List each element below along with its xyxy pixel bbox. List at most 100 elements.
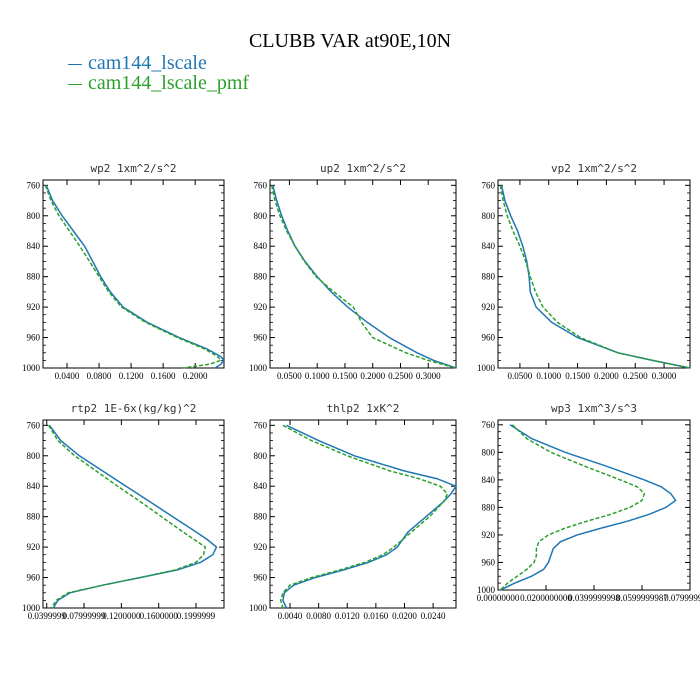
y-tick-label: 880 [27,512,41,522]
subplot-title: vp2 1xm^2/s^2 [551,162,637,175]
legend-label-2: cam144_lscale_pmf [88,72,250,94]
x-tick-label: 0.1500 [333,371,358,381]
x-tick-label: 0.0500 [277,371,302,381]
x-tick-label: 0.1600 [151,371,176,381]
y-tick-label: 840 [482,241,496,251]
y-tick-label: 960 [254,573,268,583]
y-tick-label: 800 [27,211,41,221]
x-tick-label: 0.0399999 [28,611,67,621]
x-tick-label: 0.1600000 [140,611,179,621]
y-tick-label: 760 [27,180,41,190]
series-line-2 [270,185,457,369]
plot-frame [269,419,457,609]
y-tick-label: 920 [27,542,41,552]
y-tick-label: 880 [254,272,268,282]
plot-frame [269,179,457,369]
series-line-1 [282,424,458,609]
x-tick-label: 0.2500 [388,371,413,381]
x-tick-label: 0.2000 [594,371,619,381]
y-tick-label: 920 [482,302,496,312]
x-tick-label: 0.0040 [278,611,303,621]
x-tick-label: 0.2500 [623,371,648,381]
y-tick-label: 760 [254,180,268,190]
y-tick-label: 760 [254,420,268,430]
series-line-2 [47,424,207,609]
subplot-title: wp3 1xm^3/s^3 [551,402,637,415]
legend-line-2 [68,83,82,85]
x-tick-label: 0.1500 [565,371,590,381]
x-tick-label: 0.0200000000 [520,593,572,603]
y-tick-label: 1000 [477,585,496,595]
subplot-title: up2 1xm^2/s^2 [320,162,406,175]
x-tick-label: 0.0800 [87,371,112,381]
x-tick-label: 0.1999999 [177,611,216,621]
y-tick-label: 840 [254,481,268,491]
series-line-1 [48,424,218,609]
x-tick-label: 0.0599999987 [616,593,668,603]
x-tick-label: 0.1200 [119,371,144,381]
plot-frame [42,179,225,369]
y-tick-label: 1000 [22,603,41,613]
y-tick-label: 1000 [477,363,496,373]
x-tick-label: 0.3000 [416,371,441,381]
plot-frame [497,419,691,591]
y-tick-label: 800 [254,211,268,221]
subplot-6: wp3 1xm^3/s^3 760 800 840 880 920 960 10000.000… [477,402,700,603]
x-tick-label: 0.2000 [360,371,385,381]
series-line-1 [500,424,677,591]
x-tick-label: 0.0799999980 [664,593,700,603]
y-tick-label: 920 [27,302,41,312]
subplot-2: up2 1xm^2/s^2 760 800 840 880 920 960 1000 0.050… [249,162,457,381]
x-tick-label: 0.0080 [306,611,331,621]
x-tick-label: 0.07999999 [63,611,106,621]
y-tick-label: 760 [27,420,41,430]
y-tick-label: 880 [482,272,496,282]
subplot-4: rtp2 1E-6x(kg/kg)^2 760 800 840 880 920 960 100… [22,402,225,621]
y-tick-label: 800 [27,451,41,461]
series-line-1 [45,185,225,369]
subplot-title: rtp2 1E-6x(kg/kg)^2 [71,402,197,415]
x-tick-label: 0.0160 [364,611,389,621]
x-tick-label: 0.0399999998 [568,593,620,603]
y-tick-label: 800 [482,211,496,221]
series-line-2 [499,424,646,591]
y-tick-label: 960 [27,573,41,583]
y-tick-label: 800 [482,447,496,457]
y-tick-label: 1000 [22,363,41,373]
y-tick-label: 920 [254,302,268,312]
x-tick-label: 0.0500 [508,371,533,381]
y-tick-label: 920 [254,542,268,552]
x-tick-label: 0.1200000 [102,611,141,621]
series-line-2 [44,185,223,369]
y-tick-label: 760 [482,180,496,190]
plot-frame [497,179,691,369]
y-tick-label: 920 [482,530,496,540]
legend-item-2: cam144_lscale_pmf [68,72,249,95]
legend-label-1: cam144_lscale [88,52,207,74]
y-tick-label: 760 [482,420,496,430]
x-tick-label: 0.0400 [55,371,80,381]
subplot-title: thlp2 1xK^2 [327,402,400,415]
x-tick-label: 0.0200 [392,611,417,621]
legend-line-1 [68,63,82,65]
x-tick-label: 0.1000 [305,371,330,381]
x-tick-label: 0.1000 [536,371,561,381]
y-tick-label: 960 [482,333,496,343]
y-tick-label: 840 [482,475,496,485]
x-tick-label: 0.3000 [652,371,677,381]
x-tick-label: 0.0120 [335,611,360,621]
x-tick-label: 0.2000 [183,371,208,381]
y-tick-label: 1000 [249,363,268,373]
subplot-title: wp2 1xm^2/s^2 [90,162,176,175]
subplot-1: wp2 1xm^2/s^2 760 800 840 880 920 960 1000 0.040… [22,162,225,381]
y-tick-label: 960 [482,557,496,567]
y-tick-label: 880 [254,512,268,522]
y-tick-label: 800 [254,451,268,461]
y-tick-label: 840 [27,241,41,251]
y-tick-label: 880 [27,272,41,282]
subplot-3: vp2 1xm^2/s^2 760 800 840 880 920 960 1000 0.050… [477,162,691,381]
plot-frame [42,419,225,609]
legend-item-1: cam144_lscale [68,52,207,75]
y-tick-label: 840 [254,241,268,251]
y-tick-label: 840 [27,481,41,491]
